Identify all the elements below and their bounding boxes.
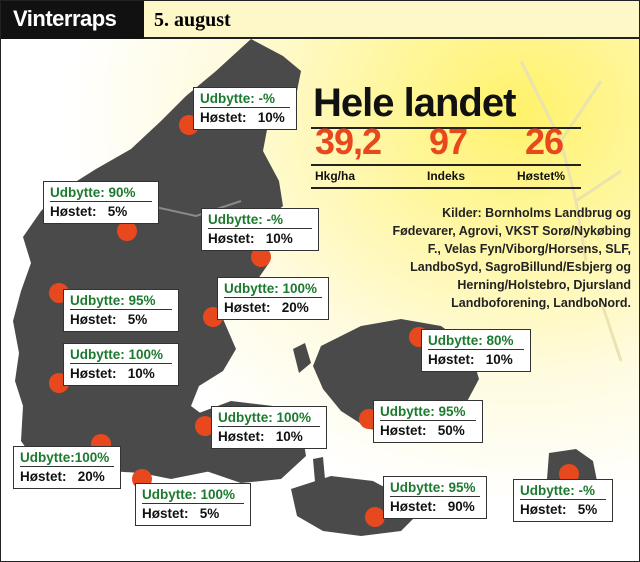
- yield-text: Udbytte: 100%: [142, 486, 244, 504]
- header-bar: Vinterraps 5. august: [1, 1, 639, 39]
- region-callout: Udbytte: 100% Høstet: 20%: [217, 277, 329, 320]
- harvested-text: Høstet: 10%: [428, 352, 513, 367]
- yield-text: Udbytte:100%: [20, 449, 114, 467]
- region-marker: [195, 416, 215, 436]
- harvested-text: Høstet: 5%: [142, 506, 220, 521]
- national-summary-title: Hele landet: [313, 81, 516, 125]
- region-callout: Udbytte: 100% Høstet: 10%: [211, 406, 327, 449]
- divider: [311, 127, 581, 129]
- region-callout: Udbytte: -% Høstet: 5%: [513, 479, 613, 522]
- national-index-label: Indeks: [427, 169, 466, 183]
- yield-text: Udbytte: 90%: [50, 184, 152, 202]
- rapeseed-plant-decoration: [519, 60, 623, 362]
- region-callout: Udbytte: 95% Høstet: 5%: [63, 289, 179, 332]
- national-yield-value: 39,2: [315, 121, 382, 162]
- langeland-land: [313, 457, 327, 505]
- yield-text: Udbytte: 95%: [390, 479, 480, 497]
- samso-land: [293, 343, 311, 373]
- region-callout: Udbytte: -% Høstet: 10%: [201, 208, 319, 251]
- harvested-text: Høstet: 10%: [208, 231, 293, 246]
- harvested-text: Høstet: 10%: [218, 429, 303, 444]
- region-callout: Udbytte: 100% Høstet: 5%: [135, 483, 251, 526]
- region-marker: [251, 247, 271, 267]
- harvested-text: Høstet: 5%: [70, 312, 148, 327]
- divider: [311, 187, 581, 189]
- harvested-text: Høstet: 90%: [390, 499, 475, 514]
- yield-text: Udbytte: 100%: [70, 346, 172, 364]
- national-index-value: 97: [429, 121, 468, 162]
- yield-text: Udbytte: -%: [520, 482, 606, 500]
- region-callout: Udbytte: 90% Høstet: 5%: [43, 181, 159, 224]
- harvested-text: Høstet: 20%: [224, 300, 309, 315]
- national-harvested-label: Høstet%: [517, 169, 566, 183]
- yield-text: Udbytte: 100%: [218, 409, 320, 427]
- region-marker: [117, 221, 137, 241]
- yield-text: Udbytte: -%: [200, 90, 290, 108]
- region-callout: Udbytte: 80% Høstet: 10%: [421, 329, 531, 372]
- region-callout: Udbytte: 95% Høstet: 90%: [383, 476, 487, 519]
- region-callout: Udbytte:100% Høstet: 20%: [13, 446, 121, 489]
- region-marker: [365, 507, 385, 527]
- sources-note: Kilder: Bornholms Landbrug og Fødevarer,…: [381, 204, 631, 312]
- harvested-text: Høstet: 50%: [380, 423, 465, 438]
- yield-text: Udbytte: 95%: [380, 403, 476, 421]
- date-label: 5. august: [144, 1, 639, 39]
- section-title: Vinterraps: [1, 1, 144, 39]
- divider: [311, 164, 581, 166]
- sources-label: Kilder:: [442, 206, 482, 220]
- region-callout: Udbytte: -% Høstet: 10%: [193, 87, 297, 130]
- harvested-text: Høstet: 5%: [520, 502, 598, 517]
- harvested-text: Høstet: 5%: [50, 204, 128, 219]
- yield-text: Udbytte: -%: [208, 211, 312, 229]
- harvested-text: Høstet: 10%: [200, 110, 285, 125]
- region-callout: Udbytte: 100% Høstet: 10%: [63, 343, 179, 386]
- harvested-text: Høstet: 20%: [20, 469, 105, 484]
- yield-text: Udbytte: 100%: [224, 280, 322, 298]
- national-harvested-value: 26: [525, 121, 564, 162]
- yield-text: Udbytte: 80%: [428, 332, 524, 350]
- sources-text: Bornholms Landbrug og Fødevarer, Agrovi,…: [392, 206, 631, 310]
- national-yield-label: Hkg/ha: [315, 169, 356, 183]
- yield-text: Udbytte: 95%: [70, 292, 172, 310]
- region-callout: Udbytte: 95% Høstet: 50%: [373, 400, 483, 443]
- harvested-text: Høstet: 10%: [70, 366, 155, 381]
